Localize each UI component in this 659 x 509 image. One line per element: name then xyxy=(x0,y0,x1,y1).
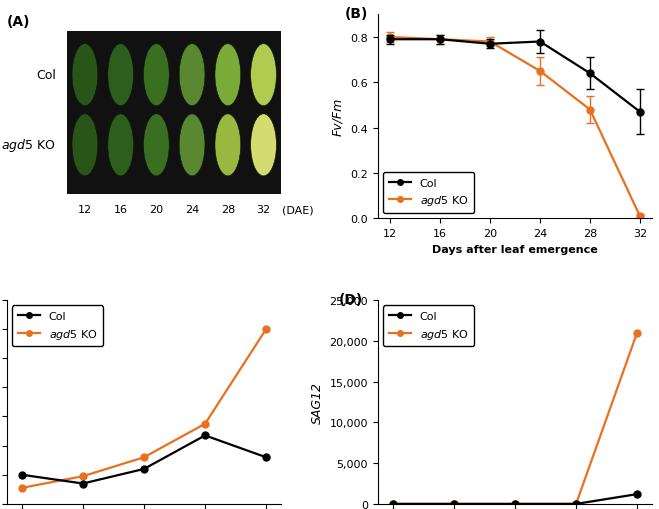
Line: Col: Col xyxy=(18,432,270,487)
Col xyxy=(633,491,641,497)
Text: (A): (A) xyxy=(7,15,30,29)
agd5 KO xyxy=(201,421,209,427)
agd5 KO xyxy=(450,501,458,507)
Line: agd5 KO: agd5 KO xyxy=(389,329,641,507)
Ellipse shape xyxy=(144,115,169,177)
Col xyxy=(389,501,397,507)
Legend: Col, $agd5$ KO: Col, $agd5$ KO xyxy=(12,306,103,347)
Text: 12: 12 xyxy=(78,205,92,215)
agd5 KO xyxy=(18,485,26,491)
FancyBboxPatch shape xyxy=(67,32,281,194)
Ellipse shape xyxy=(72,115,98,177)
agd5 KO xyxy=(511,501,519,507)
Col xyxy=(79,480,87,487)
agd5 KO xyxy=(79,473,87,479)
Text: 24: 24 xyxy=(185,205,199,215)
agd5 KO xyxy=(572,501,580,507)
Text: (D): (D) xyxy=(339,292,363,306)
Legend: Col, $agd5$ KO: Col, $agd5$ KO xyxy=(383,173,474,213)
Text: 20: 20 xyxy=(150,205,163,215)
Ellipse shape xyxy=(215,115,241,177)
Ellipse shape xyxy=(179,115,205,177)
agd5 KO xyxy=(389,501,397,507)
Text: (DAE): (DAE) xyxy=(282,205,314,215)
Legend: Col, $agd5$ KO: Col, $agd5$ KO xyxy=(383,306,474,347)
Ellipse shape xyxy=(144,45,169,106)
Y-axis label: Fv/Fm: Fv/Fm xyxy=(331,98,345,136)
agd5 KO xyxy=(262,326,270,332)
Ellipse shape xyxy=(108,45,134,106)
Text: $agd5$ KO: $agd5$ KO xyxy=(1,137,56,154)
Ellipse shape xyxy=(250,115,276,177)
Text: 16: 16 xyxy=(113,205,128,215)
agd5 KO xyxy=(633,330,641,336)
Ellipse shape xyxy=(108,115,134,177)
agd5 KO xyxy=(140,455,148,461)
Ellipse shape xyxy=(215,45,241,106)
Text: Col: Col xyxy=(36,69,56,82)
Ellipse shape xyxy=(250,45,276,106)
Line: agd5 KO: agd5 KO xyxy=(18,326,270,491)
X-axis label: Days after leaf emergence: Days after leaf emergence xyxy=(432,244,598,254)
Line: Col: Col xyxy=(389,491,641,507)
Text: 28: 28 xyxy=(221,205,235,215)
Col xyxy=(572,501,580,507)
Col xyxy=(140,466,148,472)
Text: (B): (B) xyxy=(345,7,368,21)
Col xyxy=(511,501,519,507)
Y-axis label: SAG12: SAG12 xyxy=(310,381,324,423)
Ellipse shape xyxy=(179,45,205,106)
Ellipse shape xyxy=(72,45,98,106)
Text: 32: 32 xyxy=(256,205,271,215)
Col xyxy=(201,433,209,439)
Col xyxy=(262,455,270,461)
Col xyxy=(450,501,458,507)
Col xyxy=(18,472,26,478)
